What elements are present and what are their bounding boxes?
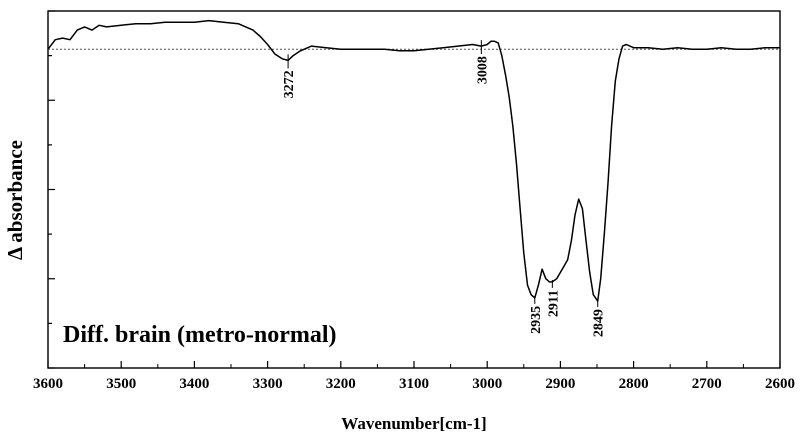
x-tick-label: 3000: [472, 376, 502, 392]
x-tick-label: 2800: [619, 376, 649, 392]
chart-annotation: Diff. brain (metro-normal): [63, 322, 337, 348]
x-ticks: 3600 3500 3400 3300 3200 3100 3000 2900 2800 2700…: [33, 361, 795, 392]
x-tick-label: 3300: [253, 376, 283, 392]
y-ticks: [48, 10, 55, 369]
x-tick-label: 2900: [545, 376, 575, 392]
peak-label-2849: 2849: [592, 309, 607, 337]
y-axis-title: Δ absorbance: [3, 140, 27, 260]
spectrum-line: [47, 19, 780, 302]
peak-label-2911: 2911: [546, 290, 561, 317]
x-tick-label: 3100: [399, 376, 429, 392]
x-tick-label: 3500: [106, 376, 136, 392]
x-axis-title: Wavenumber[cm-1]: [341, 414, 486, 433]
peak-label-2935: 2935: [529, 306, 544, 334]
x-tick-label: 2600: [765, 376, 795, 392]
x-tick-label: 2700: [692, 376, 722, 392]
x-tick-label: 3200: [326, 376, 356, 392]
x-tick-label: 3400: [179, 376, 209, 392]
peak-label-3008: 3008: [475, 56, 490, 84]
plot-frame: [47, 10, 781, 369]
x-tick-label: 3600: [33, 376, 63, 392]
peak-label-3272: 3272: [282, 70, 297, 98]
